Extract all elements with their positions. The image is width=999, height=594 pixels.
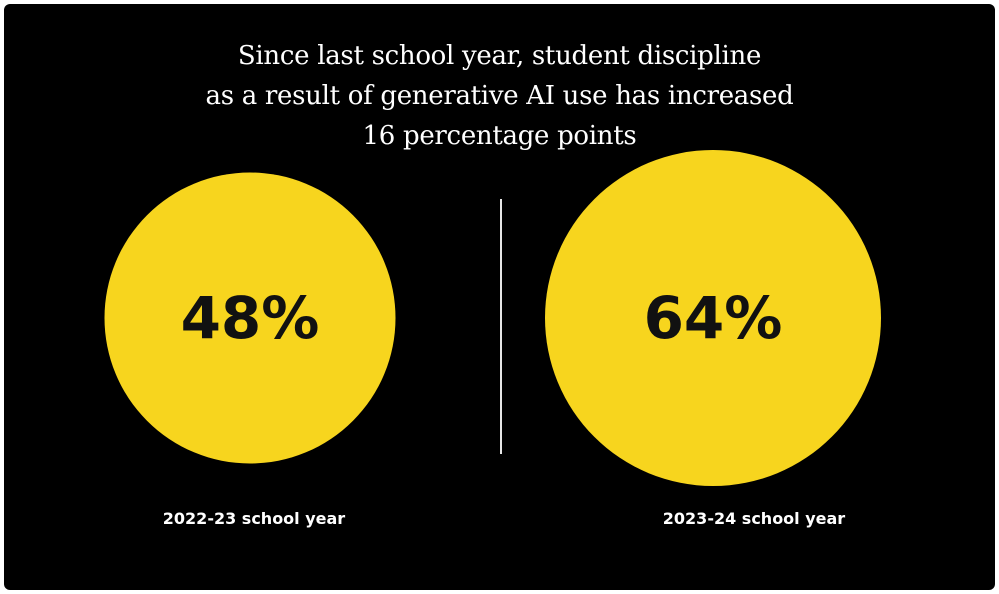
bubble-0 [104, 172, 396, 464]
bubble-chart: 48% 64% [104, 150, 881, 486]
chart-panel: Since last school year, student discipli… [4, 4, 995, 590]
category-label-2022-23: 2022-23 school year [162, 509, 346, 528]
category-label-2023-24: 2023-24 school year [662, 509, 846, 528]
chart-title-line-2: as a result of generative AI use has inc… [205, 81, 794, 111]
divider-line [500, 199, 502, 454]
value-label-1: 64% [644, 284, 783, 352]
chart-title-line-1: Since last school year, student discipli… [237, 41, 762, 71]
chart-title: Since last school year, student discipli… [4, 36, 995, 156]
value-label-0: 48% [181, 284, 320, 352]
bubble-1 [545, 150, 881, 486]
chart-title-line-3: 16 percentage points [362, 121, 637, 151]
